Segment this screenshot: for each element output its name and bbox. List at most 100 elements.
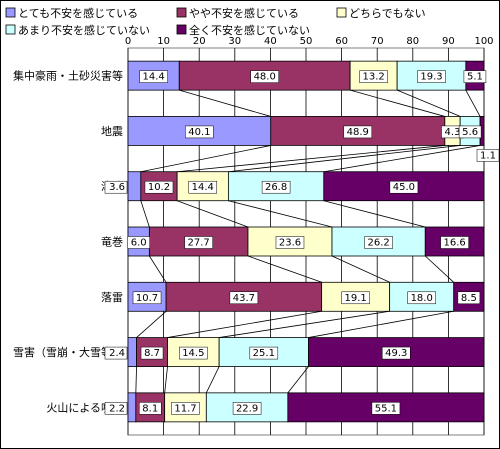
series-connector xyxy=(465,89,481,117)
series-connector xyxy=(228,200,333,228)
value-label-box xyxy=(417,70,446,83)
value-label-box xyxy=(229,291,259,305)
value-label: 48.9 xyxy=(347,127,369,138)
series-connector xyxy=(205,366,220,394)
value-label-box xyxy=(371,402,401,415)
value-label-box xyxy=(463,70,487,83)
value-label-box xyxy=(458,125,482,139)
value-label-box xyxy=(139,402,162,415)
series-connector xyxy=(331,255,390,283)
bar-segment xyxy=(127,337,137,367)
x-tick-label: 80 xyxy=(406,36,419,47)
value-label-box xyxy=(185,125,214,139)
value-label: 10.2 xyxy=(148,182,170,193)
legend-swatch xyxy=(5,7,16,18)
x-tick-label: 100 xyxy=(474,36,493,47)
value-label-box xyxy=(457,291,481,305)
series-connector xyxy=(135,366,137,393)
value-label-box xyxy=(343,125,373,139)
series-connector xyxy=(228,145,461,173)
category-label: 集中豪雨・土砂災害等 xyxy=(13,69,123,83)
x-tick-label: 10 xyxy=(157,36,170,47)
bar-segment xyxy=(127,171,142,202)
value-label: 14.5 xyxy=(182,348,204,359)
value-label: 27.7 xyxy=(188,238,210,249)
value-label: 5.6 xyxy=(462,127,478,138)
value-label: 3.6 xyxy=(109,182,125,193)
value-label: 11.7 xyxy=(174,403,196,414)
value-label: 26.2 xyxy=(367,238,389,249)
value-label-box xyxy=(139,70,168,83)
bar-segment xyxy=(396,60,467,91)
value-label: 2.2 xyxy=(109,403,125,414)
value-label: 16.6 xyxy=(443,238,465,249)
value-label: 4.3 xyxy=(445,127,461,138)
value-label: 10.7 xyxy=(136,293,158,304)
value-label-box xyxy=(275,236,305,249)
legend-swatch xyxy=(176,7,187,18)
value-label-box xyxy=(144,180,174,194)
value-label-box xyxy=(132,291,162,305)
x-tick-label: 60 xyxy=(335,36,348,47)
value-label-box xyxy=(188,180,218,194)
value-label-box xyxy=(389,180,419,194)
x-tick-label: 0 xyxy=(125,36,131,47)
legend-swatch xyxy=(5,24,16,35)
value-label: 22.9 xyxy=(236,403,258,414)
x-tick-label: 50 xyxy=(300,36,313,47)
value-label-box xyxy=(184,236,213,249)
category-label: 雪害（雪崩・大雪等） xyxy=(13,345,123,359)
series-connector xyxy=(424,255,455,283)
series-connector xyxy=(350,89,445,117)
value-label: 23.6 xyxy=(279,238,301,249)
x-tick-label: 40 xyxy=(264,36,277,47)
category-label: 地震 xyxy=(101,125,123,138)
value-label-box xyxy=(232,402,262,415)
value-label-box xyxy=(476,149,500,162)
series-connector xyxy=(176,200,249,228)
category-label: 竜巻 xyxy=(101,235,123,249)
value-label: 49.3 xyxy=(385,348,407,359)
category-label: 落雷 xyxy=(101,291,123,304)
value-label: 14.4 xyxy=(192,182,214,193)
series-connector xyxy=(167,310,322,338)
value-label-box xyxy=(440,236,469,249)
value-label: 25.1 xyxy=(253,348,275,359)
value-label: 8.5 xyxy=(461,293,477,304)
series-connector xyxy=(323,200,426,228)
legend-label: あまり不安を感じていない xyxy=(18,23,150,37)
bar-segment xyxy=(127,392,137,423)
value-label: 14.4 xyxy=(142,72,164,83)
value-label-box xyxy=(104,402,128,415)
series-connector xyxy=(219,310,390,338)
legend-swatch xyxy=(336,7,347,18)
value-label: 55.1 xyxy=(375,403,397,414)
series-connector xyxy=(287,366,309,394)
value-label: 6.0 xyxy=(131,238,147,249)
value-label-box xyxy=(261,180,291,194)
value-label-box xyxy=(250,70,279,83)
value-label-box xyxy=(381,346,411,360)
value-label: 8.1 xyxy=(142,403,158,414)
value-label-box xyxy=(104,346,128,360)
value-label: 8.7 xyxy=(144,348,160,359)
value-label-box xyxy=(104,180,128,194)
x-tick-label: 30 xyxy=(228,36,241,47)
series-connector xyxy=(149,255,167,283)
value-label: 48.0 xyxy=(254,72,276,83)
series-connector xyxy=(247,255,322,283)
legend-label: どちらでもない xyxy=(349,7,426,20)
value-label: 19.3 xyxy=(420,72,442,83)
series-connector xyxy=(308,310,454,338)
value-label-box xyxy=(171,402,200,415)
value-label: 5.1 xyxy=(467,72,483,83)
value-label: 43.7 xyxy=(233,293,255,304)
series-connector xyxy=(179,89,271,117)
value-label: 40.1 xyxy=(188,127,210,138)
value-label-box xyxy=(359,70,388,83)
series-connector xyxy=(177,145,445,173)
value-label-box xyxy=(364,236,393,249)
legend-label: 全く不安を感じていない xyxy=(189,23,310,37)
value-label-box xyxy=(179,346,208,360)
